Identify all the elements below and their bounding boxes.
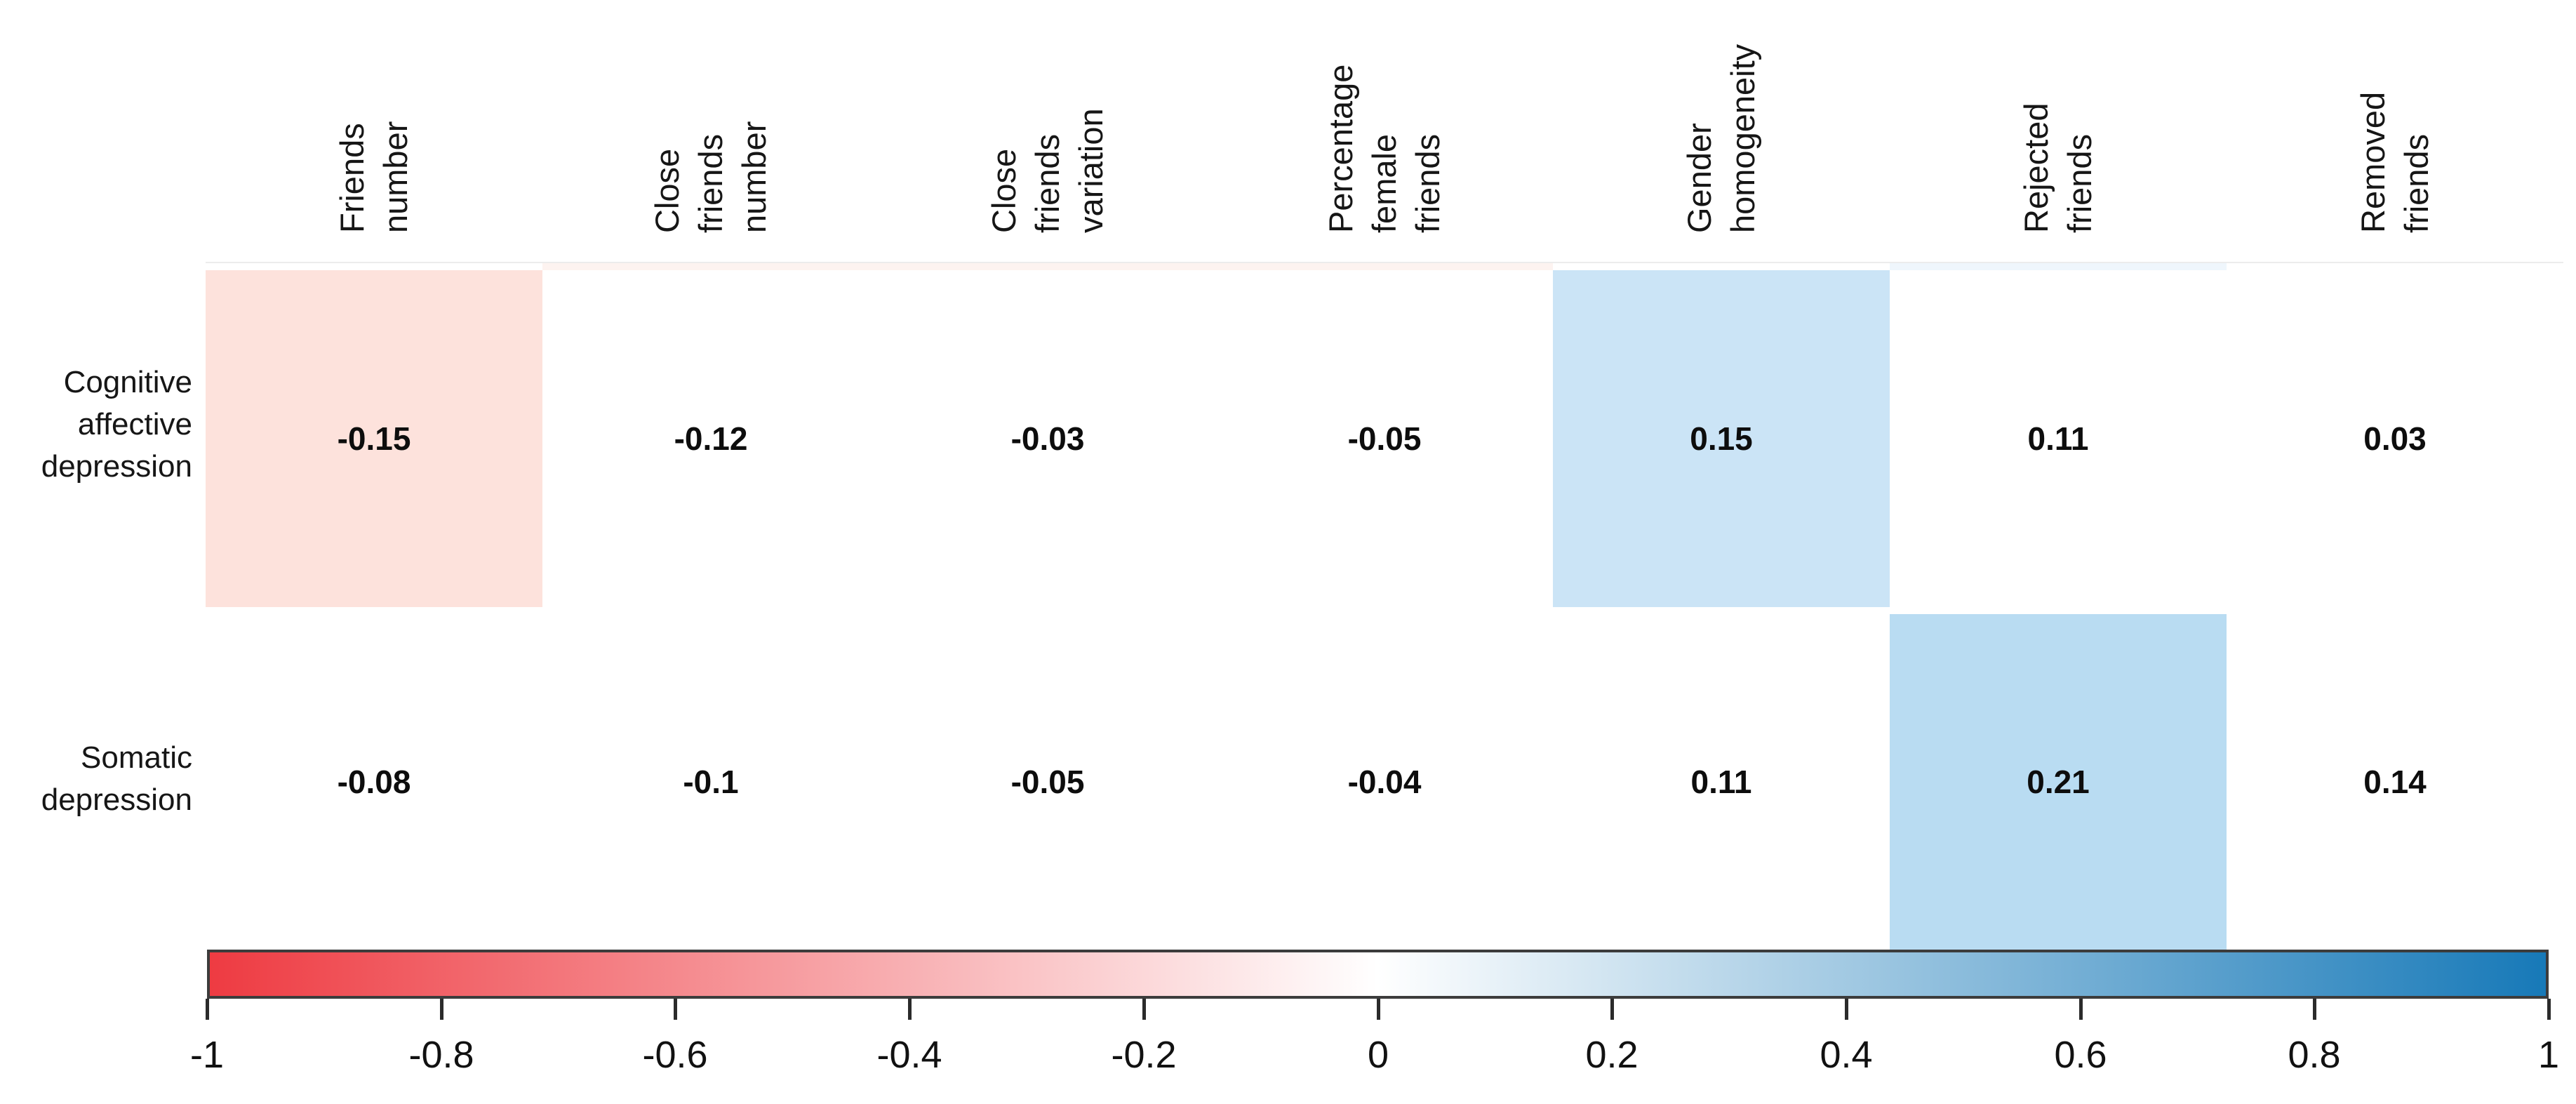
colorbar-tick-label: 0.8	[2288, 1034, 2341, 1076]
heatmap-cell: -0.08	[206, 614, 542, 950]
colorbar-tick	[1845, 999, 1848, 1020]
column-header-close-friends-variation: Close friends variation	[985, 108, 1109, 233]
colorbar-tick	[1610, 999, 1614, 1020]
colorbar-tick	[908, 999, 912, 1020]
heatmap-cell: 0.11	[1890, 270, 2227, 607]
colorbar-tick	[2313, 999, 2316, 1020]
heatmap-cell: -0.15	[206, 270, 542, 607]
colorbar-tick-label: -0.6	[642, 1034, 708, 1076]
colorbar-tick	[1377, 999, 1380, 1020]
colorbar-tick	[1142, 999, 1146, 1020]
cropped-row-sliver	[1890, 263, 2227, 270]
colorbar-tick-label: 1	[2537, 1034, 2560, 1076]
colorbar-tick-label: 0.4	[1820, 1034, 1873, 1076]
heatmap-cell: -0.1	[542, 614, 879, 950]
row-label-somatic-depression: Somatic depression	[41, 740, 192, 817]
colorbar-tick-label: 0	[1367, 1034, 1389, 1076]
colorbar-tick	[674, 999, 677, 1020]
column-header-close-friends-number: Close friends number	[648, 121, 773, 233]
row-label-cognitive-affective-depression: Cognitive affective depression	[41, 365, 192, 484]
heatmap-cell: -0.03	[879, 270, 1216, 607]
colorbar-tick	[206, 999, 209, 1020]
colorbar-tick-label: -0.4	[876, 1034, 942, 1076]
heatmap-cell: 0.15	[1553, 270, 1890, 607]
heatmap-cell: 0.14	[2227, 614, 2563, 950]
column-header-friends-number: Friends number	[333, 121, 414, 233]
heatmap-cell: -0.12	[542, 270, 879, 607]
colorbar-tick-label: -0.2	[1111, 1034, 1177, 1076]
heatmap-cell: 0.21	[1890, 614, 2227, 950]
column-header-removed-friends: Removed friends	[2354, 91, 2435, 233]
heatmap-cell: 0.03	[2227, 270, 2563, 607]
heatmap-cell: -0.05	[1216, 270, 1553, 607]
colorbar-tick-label: -0.8	[408, 1034, 474, 1076]
heatmap-top-rule	[206, 262, 2563, 263]
colorbar-tick	[2079, 999, 2083, 1020]
column-header-gender-homogeneity: Gender homogeneity	[1681, 44, 1761, 233]
cropped-row-sliver	[542, 263, 1553, 270]
column-header-rejected-friends: Rejected friends	[2017, 102, 2098, 234]
colorbar-tick-label: 0.6	[2054, 1034, 2107, 1076]
heatmap-cell: -0.05	[879, 614, 1216, 950]
heatmap-cell: -0.04	[1216, 614, 1553, 950]
colorbar-tick	[2547, 999, 2551, 1020]
column-header-percentage-female-friends: Percentage female friends	[1322, 64, 1446, 233]
heatmap-cell: 0.11	[1553, 614, 1890, 950]
colorbar-tick-label: 0.2	[1585, 1034, 1639, 1076]
colorbar	[207, 950, 2549, 999]
colorbar-tick	[440, 999, 443, 1020]
colorbar-tick-label: -1	[189, 1034, 224, 1076]
